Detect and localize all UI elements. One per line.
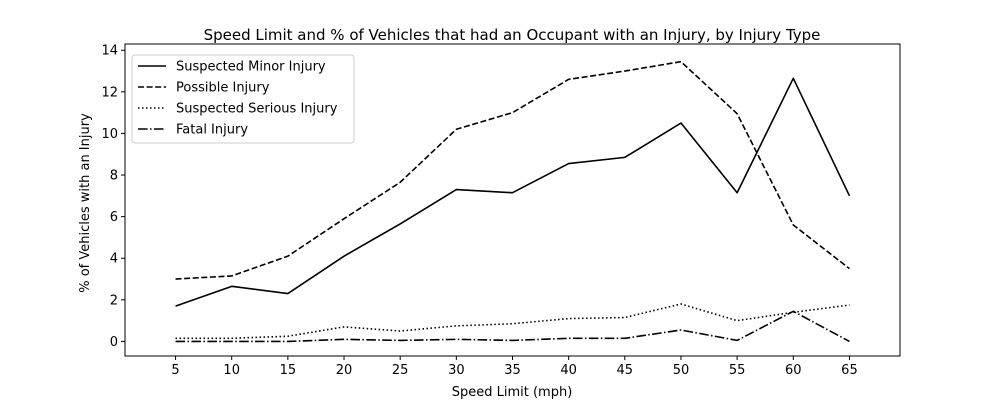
y-tick-label: 6 — [110, 210, 118, 225]
chart-title: Speed Limit and % of Vehicles that had a… — [204, 26, 821, 44]
legend-label-0: Suspected Minor Injury — [176, 60, 326, 75]
legend-label-2: Suspected Serious Injury — [176, 102, 338, 117]
plot-area: 5 10 15 20 25 30 35 40 45 50 55 60 65 0 2 4 6 8 10 12 14 — [101, 43, 901, 378]
x-axis-label: Speed Limit (mph) — [452, 385, 573, 400]
y-axis-label: % of Vehicles with an Injury — [78, 113, 93, 293]
y-tick-label: 14 — [101, 44, 118, 59]
series-line-1 — [175, 60, 850, 280]
series-line-3 — [175, 310, 850, 343]
legend: Suspected Minor Injury Possible Injury Sus… — [131, 54, 355, 144]
x-tick-label: 10 — [223, 363, 240, 378]
x-tick-label: 35 — [504, 363, 521, 378]
x-tick-label: 25 — [392, 363, 409, 378]
y-tick-label: 10 — [101, 127, 118, 142]
series-line-2 — [175, 303, 850, 340]
x-tick-label: 55 — [729, 363, 746, 378]
legend-label-3: Fatal Injury — [176, 123, 248, 138]
series-line-0 — [175, 77, 851, 307]
x-tick-label: 50 — [673, 363, 690, 378]
y-tick-label: 2 — [110, 293, 118, 308]
legend-box — [131, 54, 355, 144]
y-tick-label: 0 — [110, 335, 118, 350]
x-tick-label: 40 — [560, 363, 577, 378]
legend-label-1: Possible Injury — [176, 81, 270, 96]
x-tick-label: 30 — [448, 363, 465, 378]
y-tick-label: 8 — [110, 169, 118, 184]
x-tick-label: 45 — [617, 363, 634, 378]
x-tick-label: 65 — [841, 363, 858, 378]
x-tick-label: 20 — [336, 363, 353, 378]
x-tick-label: 60 — [785, 363, 802, 378]
y-tick-label: 12 — [101, 85, 118, 100]
y-tick-label: 4 — [110, 252, 118, 267]
x-tick-label: 5 — [171, 363, 179, 378]
x-tick-label: 15 — [280, 363, 297, 378]
